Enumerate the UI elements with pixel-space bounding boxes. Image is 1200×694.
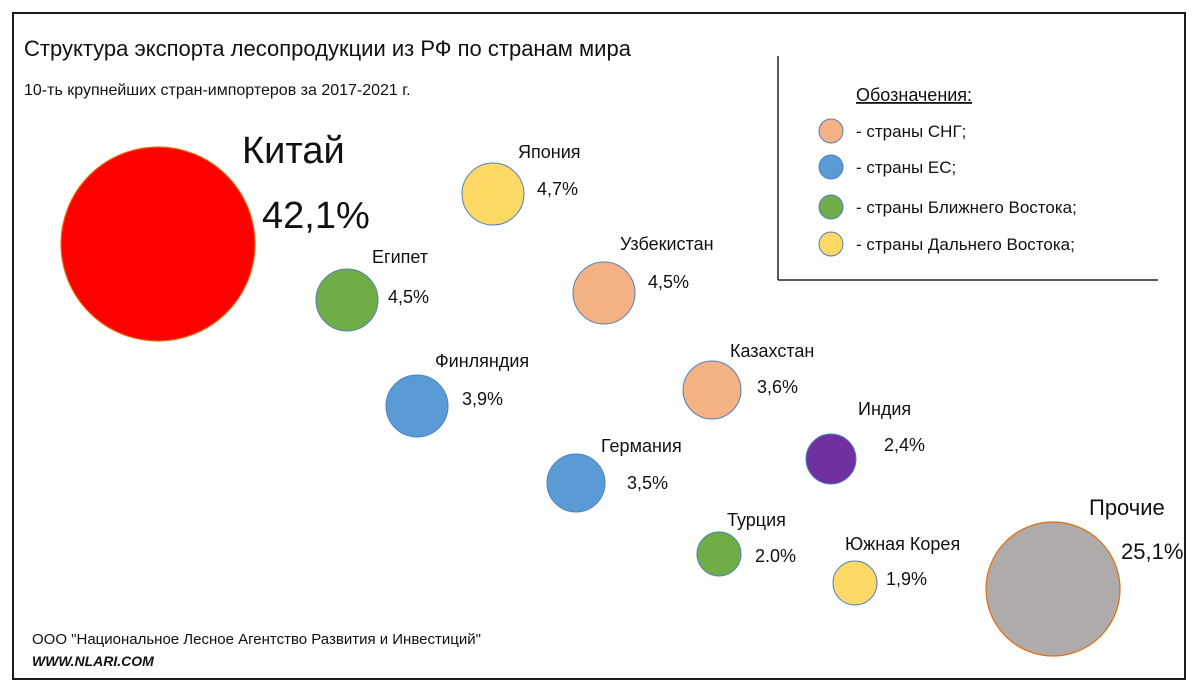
bubble-7 xyxy=(546,453,606,513)
legend-swatch-1 xyxy=(818,154,844,180)
bubble-label-value-10: 25,1% xyxy=(1121,539,1183,564)
footer-website: WWW.NLARI.COM xyxy=(32,653,154,669)
bubble-label-name-1: Япония xyxy=(518,142,581,162)
bubbles-layer xyxy=(60,146,1121,657)
bubble-label-value-1: 4,7% xyxy=(537,179,578,199)
bubble-label-name-0: Китай xyxy=(242,130,345,172)
legend-swatch-2 xyxy=(818,194,844,220)
legend-label-1: - страны ЕС; xyxy=(856,158,956,177)
labels-layer: Китай 42,1% Япония 4,7% Египет 4,5% Узбекистан… xyxy=(242,130,1183,589)
bubble-0 xyxy=(60,146,256,342)
legend-title: Обозначения: xyxy=(856,85,972,105)
bubble-9 xyxy=(832,560,878,606)
legend-items: - страны СНГ; - страны ЕС; - страны Ближне… xyxy=(818,118,1077,257)
legend-label-0: - страны СНГ; xyxy=(856,122,966,141)
chart-title: Структура экспорта лесопродукции из РФ п… xyxy=(24,36,632,61)
bubble-label-value-2: 4,5% xyxy=(388,287,429,307)
legend-swatch-0 xyxy=(818,118,844,144)
bubble-8 xyxy=(696,531,742,577)
bubble-label-value-7: 3,5% xyxy=(627,473,668,493)
bubble-label-name-3: Узбекистан xyxy=(620,234,714,254)
legend-label-2: - страны Ближнего Востока; xyxy=(856,198,1077,217)
bubble-1 xyxy=(461,162,525,226)
bubble-label-name-4: Финляндия xyxy=(435,351,529,371)
bubble-2 xyxy=(315,268,379,332)
bubble-label-name-2: Египет xyxy=(372,247,428,267)
legend-label-3: - страны Дальнего Востока; xyxy=(856,235,1075,254)
bubble-label-value-3: 4,5% xyxy=(648,272,689,292)
bubble-label-name-8: Турция xyxy=(727,510,786,530)
bubble-label-name-5: Казахстан xyxy=(730,341,814,361)
bubble-10 xyxy=(985,521,1121,657)
bubble-label-value-9: 1,9% xyxy=(886,569,927,589)
bubble-label-value-4: 3,9% xyxy=(462,389,503,409)
legend: Обозначения: - страны СНГ;- страны ЕС;- … xyxy=(777,56,1158,281)
bubble-label-value-8: 2.0% xyxy=(755,546,796,566)
bubble-4 xyxy=(385,374,449,438)
legend-swatch-3 xyxy=(818,231,844,257)
footer-company: ООО "Национальное Лесное Агентство Разви… xyxy=(32,631,481,648)
bubble-6 xyxy=(805,433,857,485)
bubble-label-name-6: Индия xyxy=(858,399,911,419)
bubble-label-value-0: 42,1% xyxy=(262,195,370,237)
bubble-label-name-7: Германия xyxy=(601,436,682,456)
bubble-5 xyxy=(682,360,742,420)
bubble-label-value-6: 2,4% xyxy=(884,435,925,455)
bubble-label-name-10: Прочие xyxy=(1089,495,1165,520)
bubble-label-name-9: Южная Корея xyxy=(845,534,960,554)
bubble-label-value-5: 3,6% xyxy=(757,377,798,397)
bubble-3 xyxy=(572,261,636,325)
chart-subtitle: 10-ть крупнейших стран-импортеров за 201… xyxy=(24,82,411,99)
